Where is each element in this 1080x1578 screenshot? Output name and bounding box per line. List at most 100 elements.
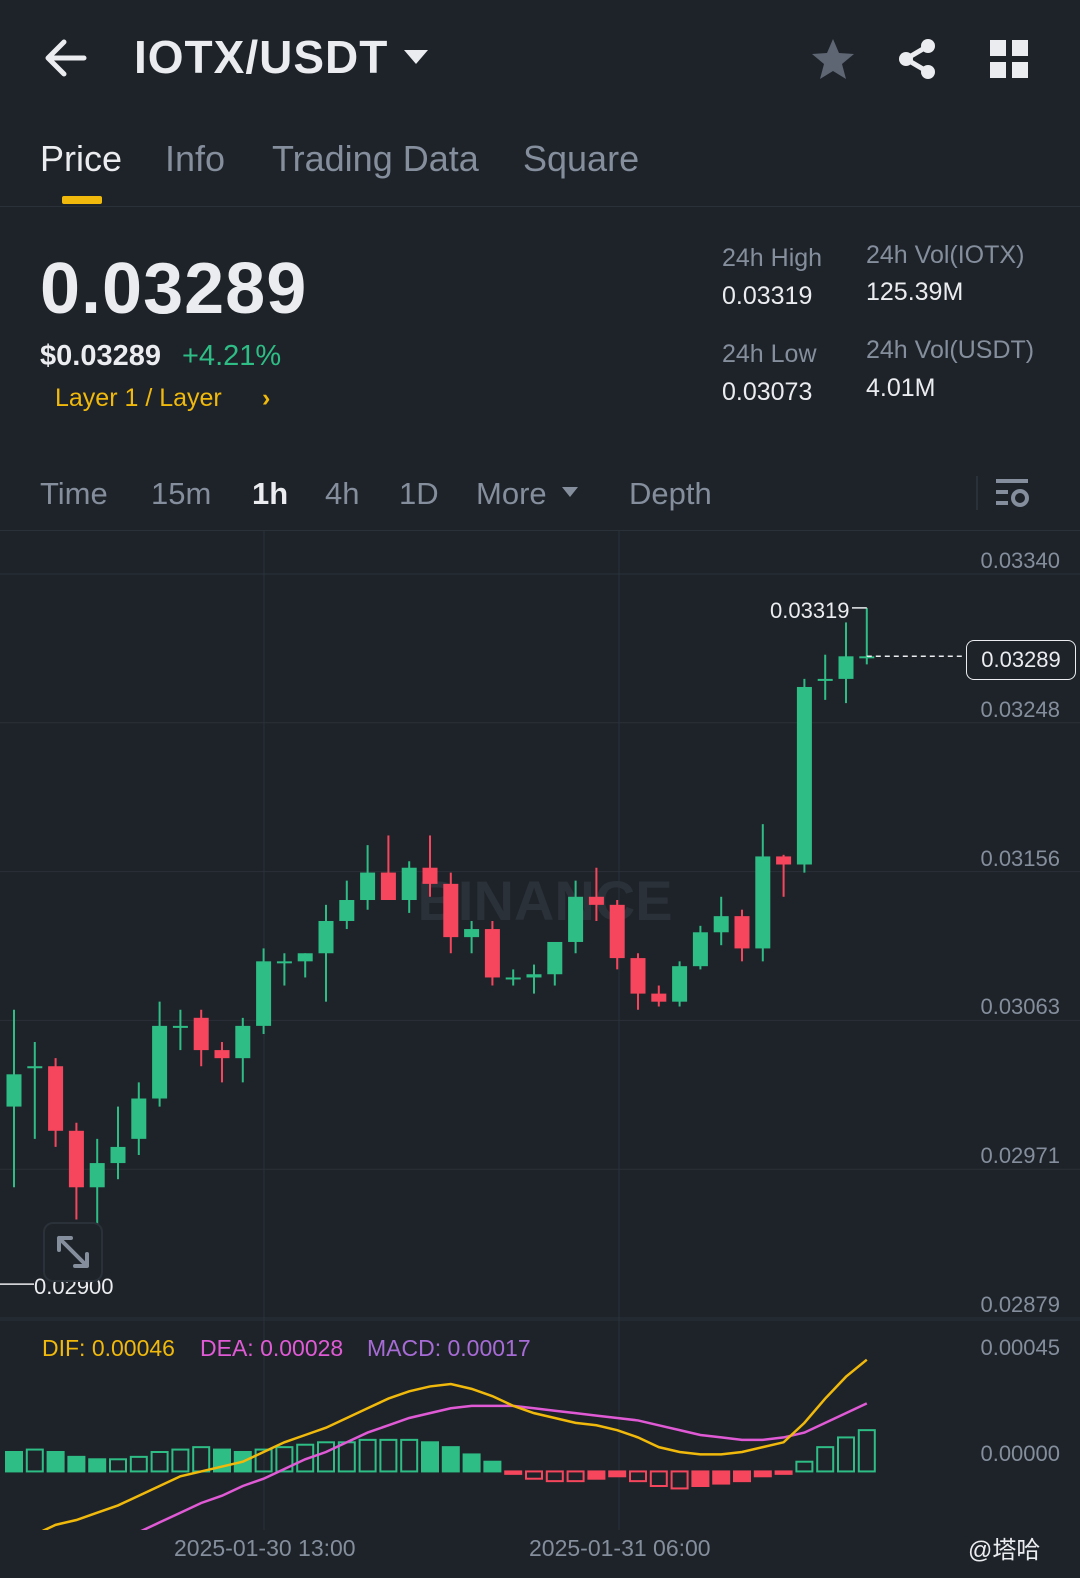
candle-body [297,953,313,962]
candle [68,1122,84,1220]
macd-bar [629,1470,647,1483]
candle-body [817,678,833,681]
interval-4h[interactable]: 4h [325,476,360,511]
macd-bar [5,1451,23,1473]
pair-title[interactable]: IOTX/USDT [134,31,389,83]
interval-15m[interactable]: 15m [151,476,212,511]
category-link[interactable]: Layer 1 / Layer [55,384,222,412]
interval-more[interactable]: More [476,476,547,511]
candle-body [464,929,480,938]
candle [859,607,875,665]
candle [6,1009,22,1188]
high-value: 0.03319 [722,282,813,310]
candle [734,909,750,962]
macd-bar [171,1448,190,1473]
macd-bar [670,1470,689,1490]
macd-bar [379,1438,398,1473]
candle-body [48,1066,64,1131]
y-tick-label: 0.03248 [980,697,1060,722]
macd-bar [774,1470,793,1475]
candle [630,953,646,1010]
candle [796,678,812,873]
y-tick-label: 0.03156 [980,846,1060,871]
candlestick-chart[interactable]: BINANCE [0,530,1080,1530]
expand-chart-button[interactable] [43,1222,103,1282]
y-tick-label: 0.03340 [980,548,1060,573]
macd-bar [46,1451,65,1473]
tab-square[interactable]: Square [523,138,640,179]
candle-body [776,856,792,865]
candle-body [318,920,334,954]
macd-bar [296,1443,315,1473]
candle-body [360,872,376,901]
vol-base-label: 24h Vol(IOTX) [866,241,1025,269]
macd-bar [545,1470,564,1483]
dea-label: DEA: 0.00028 [200,1335,344,1361]
x-tick-label: 2025-01-31 06:00 [529,1535,711,1561]
macd-bar [129,1455,148,1473]
macd-bar [67,1455,86,1473]
caret-down-icon[interactable] [404,50,428,64]
candle [672,961,688,1007]
more-caret-icon[interactable] [562,487,578,497]
back-arrow-icon[interactable] [40,34,92,82]
candle-body [547,941,563,975]
candle [235,1017,251,1083]
tab-info[interactable]: Info [165,138,226,179]
tab-trading-data[interactable]: Trading Data [272,138,479,179]
chevron-right-icon[interactable]: › [262,384,271,412]
share-icon[interactable] [894,36,940,82]
macd-bar [275,1446,294,1473]
star-icon[interactable] [810,36,856,82]
candle [776,854,792,897]
macd-bar [837,1436,855,1473]
grid-icon[interactable] [986,36,1032,82]
interval-depth[interactable]: Depth [629,476,712,511]
candle [401,861,417,913]
candle [609,900,625,970]
candle-body [796,686,812,865]
candle-body [630,958,646,994]
macd-bar [150,1451,169,1473]
low-value: 0.03073 [722,378,813,406]
usd-price: $0.03289 [40,340,161,372]
candle [256,948,272,1034]
vol-base-value: 125.39M [866,278,964,306]
watermark-text: @塔哈 [968,1537,1041,1564]
interval-time[interactable]: Time [40,476,108,511]
candle [547,941,563,986]
interval-1h[interactable]: 1h [252,476,289,511]
candle [318,904,334,1002]
tab-price[interactable]: Price [40,138,123,179]
macd-bar [504,1470,523,1475]
vol-quote-label: 24h Vol(USDT) [866,336,1035,364]
candle [422,835,438,897]
candle [193,1009,209,1067]
y-tick-label: 0.02971 [980,1143,1060,1168]
divider [976,476,978,510]
active-tab-indicator [62,196,102,204]
macd-panel [5,1358,876,1530]
low-label: 24h Low [722,340,817,368]
candle-body [568,896,584,942]
candle-body [713,916,729,933]
high-label: 24h High [722,244,823,272]
candle [380,835,396,901]
chart-settings-icon[interactable] [994,476,1034,512]
macd-bar [462,1453,481,1473]
macd-label: MACD: 0.00017 [367,1335,531,1361]
candle-body [214,1050,230,1059]
macd-bar [421,1441,439,1473]
macd-bar [358,1438,377,1473]
macd-bar [712,1470,731,1485]
candle-body [422,867,438,884]
interval-bar: Time 15m 1h 4h 1D More Depth [0,462,1080,531]
interval-1d[interactable]: 1D [399,476,439,511]
candle [214,1042,230,1083]
candle-body [401,867,417,901]
macd-bar [816,1446,835,1473]
candle [817,654,833,700]
macd-bar [192,1446,211,1473]
candle [568,880,584,954]
dea-line [140,1402,868,1530]
